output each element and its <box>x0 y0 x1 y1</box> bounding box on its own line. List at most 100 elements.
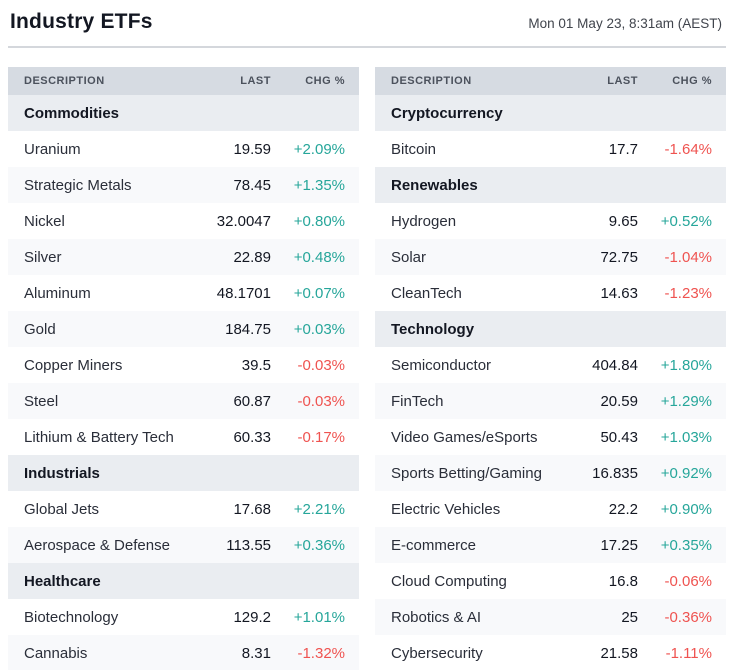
etf-row-aerospace-defense[interactable]: Aerospace & Defense 113.55 +0.36% <box>8 527 359 563</box>
etf-label: Global Jets <box>24 500 100 518</box>
etf-change-value: +0.90% <box>660 500 712 518</box>
etf-last-value: 60.87 <box>233 392 271 410</box>
etf-label: Cannabis <box>24 644 88 662</box>
etf-last-value: 50.43 <box>600 428 638 446</box>
etf-last-value: 19.59 <box>233 140 271 158</box>
etf-label: Aerospace & Defense <box>24 536 170 554</box>
etf-change-value: +0.48% <box>293 248 345 266</box>
section-header-renewables: Renewables <box>375 167 726 203</box>
section-header-cryptocurrency: Cryptocurrency <box>375 95 726 131</box>
page-title: Industry ETFs <box>10 10 153 33</box>
etf-label: Solar <box>391 248 427 266</box>
etf-label: Robotics & AI <box>391 608 482 626</box>
etf-label: CleanTech <box>391 284 462 302</box>
etf-last-value: 113.55 <box>226 536 271 554</box>
column-header-chg: CHG % <box>672 75 712 87</box>
etf-row-robotics-ai[interactable]: Robotics & AI 25 -0.36% <box>375 599 726 635</box>
etf-label: Aluminum <box>24 284 91 302</box>
etf-last-value: 20.59 <box>600 392 638 410</box>
etf-last-value: 9.65 <box>608 212 638 230</box>
etf-last-value: 25 <box>621 608 638 626</box>
etf-change-value: -1.04% <box>664 248 712 266</box>
table-body-right: Cryptocurrency Bitcoin 17.7 -1.64% Renewable… <box>375 95 726 670</box>
widget-header: Industry ETFs Mon 01 May 23, 8:31am (AES… <box>8 8 726 34</box>
etf-row-gold[interactable]: Gold 184.75 +0.03% <box>8 311 359 347</box>
etf-change-value: +1.03% <box>660 428 712 446</box>
column-header-description: DESCRIPTION <box>391 75 472 87</box>
etf-last-value: 17.25 <box>600 536 638 554</box>
etf-row-lithium-battery-tech[interactable]: Lithium & Battery Tech 60.33 -0.17% <box>8 419 359 455</box>
etf-row-cybersecurity[interactable]: Cybersecurity 21.58 -1.11% <box>375 635 726 670</box>
etf-row-cleantech[interactable]: CleanTech 14.63 -1.23% <box>375 275 726 311</box>
etf-change-value: +0.92% <box>660 464 712 482</box>
etf-last-value: 17.7 <box>608 140 638 158</box>
timestamp: Mon 01 May 23, 8:31am (AEST) <box>528 16 722 31</box>
etf-row-e-commerce[interactable]: E-commerce 17.25 +0.35% <box>375 527 726 563</box>
column-header-chg: CHG % <box>305 75 345 87</box>
etf-change-value: -0.03% <box>297 356 345 374</box>
etf-last-value: 16.8 <box>608 572 638 590</box>
etf-last-value: 129.2 <box>233 608 271 626</box>
etf-row-steel[interactable]: Steel 60.87 -0.03% <box>8 383 359 419</box>
table-body-left: Commodities Uranium 19.59 +2.09% Strategic M… <box>8 95 359 670</box>
etf-change-value: -1.11% <box>665 644 712 662</box>
etf-last-value: 60.33 <box>233 428 271 446</box>
etf-last-value: 404.84 <box>592 356 638 374</box>
etf-last-value: 22.2 <box>608 500 638 518</box>
etf-change-value: -0.36% <box>664 608 712 626</box>
column-header-last: LAST <box>240 75 271 87</box>
section-header-healthcare: Healthcare <box>8 563 359 599</box>
etf-label: Biotechnology <box>24 608 119 626</box>
etf-label: Steel <box>24 392 59 410</box>
etf-row-aluminum[interactable]: Aluminum 48.1701 +0.07% <box>8 275 359 311</box>
etf-change-value: +0.03% <box>293 320 345 338</box>
etf-row-solar[interactable]: Solar 72.75 -1.04% <box>375 239 726 275</box>
etf-row-semiconductor[interactable]: Semiconductor 404.84 +1.80% <box>375 347 726 383</box>
section-header-industrials: Industrials <box>8 455 359 491</box>
etf-row-bitcoin[interactable]: Bitcoin 17.7 -1.64% <box>375 131 726 167</box>
etf-row-strategic-metals[interactable]: Strategic Metals 78.45 +1.35% <box>8 167 359 203</box>
etf-row-nickel[interactable]: Nickel 32.0047 +0.80% <box>8 203 359 239</box>
etf-row-cannabis[interactable]: Cannabis 8.31 -1.32% <box>8 635 359 670</box>
etf-label: Lithium & Battery Tech <box>24 428 174 446</box>
etf-change-value: +0.80% <box>293 212 345 230</box>
etf-change-value: -0.17% <box>297 428 345 446</box>
etf-row-copper-miners[interactable]: Copper Miners 39.5 -0.03% <box>8 347 359 383</box>
section-header-technology: Technology <box>375 311 726 347</box>
etf-last-value: 8.31 <box>241 644 271 662</box>
column-header-description: DESCRIPTION <box>24 75 105 87</box>
etf-label: Hydrogen <box>391 212 457 230</box>
etf-change-value: -1.23% <box>664 284 712 302</box>
etf-row-uranium[interactable]: Uranium 19.59 +2.09% <box>8 131 359 167</box>
etf-change-value: +0.35% <box>660 536 712 554</box>
etf-change-value: -1.32% <box>297 644 345 662</box>
etf-row-fintech[interactable]: FinTech 20.59 +1.29% <box>375 383 726 419</box>
etf-label: Silver <box>24 248 62 266</box>
etf-label: Copper Miners <box>24 356 123 374</box>
etf-row-electric-vehicles[interactable]: Electric Vehicles 22.2 +0.90% <box>375 491 726 527</box>
etf-last-value: 39.5 <box>241 356 271 374</box>
etf-label: Bitcoin <box>391 140 437 158</box>
etf-label: Gold <box>24 320 56 338</box>
etf-row-cloud-computing[interactable]: Cloud Computing 16.8 -0.06% <box>375 563 726 599</box>
etf-row-global-jets[interactable]: Global Jets 17.68 +2.21% <box>8 491 359 527</box>
etf-row-sports-betting-gaming[interactable]: Sports Betting/Gaming 16.835 +0.92% <box>375 455 726 491</box>
etf-last-value: 78.45 <box>233 176 271 194</box>
etf-change-value: -1.64% <box>664 140 712 158</box>
etf-label: Uranium <box>24 140 81 158</box>
etf-change-value: +1.35% <box>293 176 345 194</box>
etf-change-value: +0.52% <box>660 212 712 230</box>
etf-row-hydrogen[interactable]: Hydrogen 9.65 +0.52% <box>375 203 726 239</box>
etf-row-video-games-esports[interactable]: Video Games/eSports 50.43 +1.03% <box>375 419 726 455</box>
etf-last-value: 22.89 <box>233 248 271 266</box>
etf-label: Electric Vehicles <box>391 500 501 518</box>
etf-row-silver[interactable]: Silver 22.89 +0.48% <box>8 239 359 275</box>
etf-change-value: +2.09% <box>293 140 345 158</box>
column-header-row: DESCRIPTION LAST CHG % <box>375 67 726 95</box>
column-header-row: DESCRIPTION LAST CHG % <box>8 67 359 95</box>
etf-label: Semiconductor <box>391 356 492 374</box>
etf-label: Cybersecurity <box>391 644 483 662</box>
etf-row-biotechnology[interactable]: Biotechnology 129.2 +1.01% <box>8 599 359 635</box>
etf-last-value: 48.1701 <box>216 284 271 302</box>
column-header-last: LAST <box>607 75 638 87</box>
